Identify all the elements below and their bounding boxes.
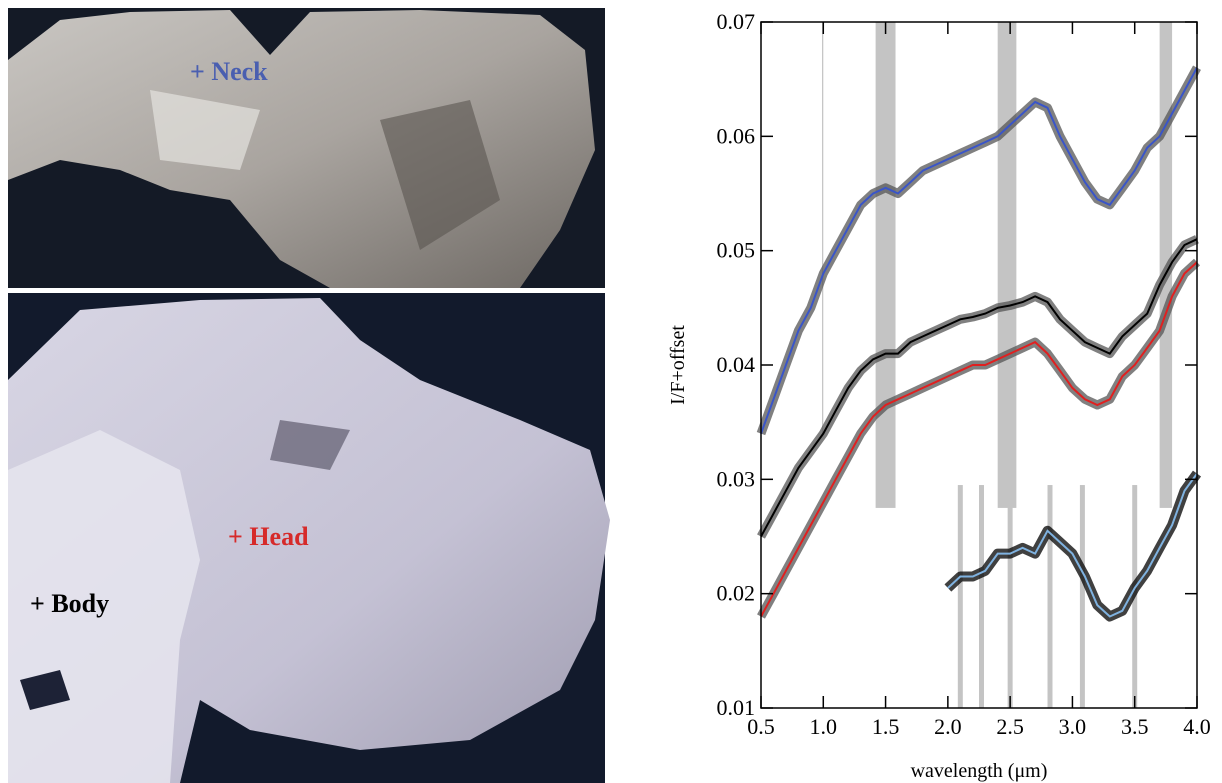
- band: [997, 22, 1017, 508]
- y-tick-label: 0.02: [717, 581, 756, 606]
- y-tick-label: 0.06: [717, 123, 756, 148]
- y-tick-label: 0.05: [717, 238, 756, 263]
- y-tick-label: 0.01: [717, 695, 756, 720]
- photo-label: + Neck: [190, 57, 268, 86]
- x-tick-label: 3.0: [1059, 714, 1087, 739]
- x-tick-label: 2.5: [996, 714, 1024, 739]
- x-tick-label: 0.5: [747, 714, 775, 739]
- band: [979, 485, 984, 708]
- x-tick-label: 1.0: [810, 714, 838, 739]
- y-axis-label: I/F+offset: [667, 325, 689, 405]
- y-tick-label: 0.07: [717, 9, 756, 34]
- y-tick-label: 0.04: [717, 352, 756, 377]
- plot: 0.01 0.02 0.03 0.04 0.05 0.06 0.07 0.5 1.0 1.5 2.0…: [667, 9, 1211, 782]
- series-line: [760, 67, 1198, 434]
- x-axis-label: wavelength (μm): [911, 760, 1048, 782]
- x-tick-label: 3.5: [1121, 714, 1149, 739]
- x-tick-label: 1.5: [872, 714, 900, 739]
- band: [1007, 485, 1013, 708]
- band: [822, 22, 824, 434]
- photo-label: + Body: [30, 589, 109, 618]
- series-line: [760, 238, 1198, 537]
- series-error: [756, 65, 1201, 436]
- photo-head-body: [8, 293, 610, 783]
- photo-label: + Head: [228, 522, 309, 551]
- band: [875, 22, 896, 508]
- series-line: [760, 261, 1198, 617]
- band: [1047, 485, 1053, 708]
- photo-neck: [8, 8, 605, 288]
- band: [1079, 485, 1085, 708]
- y-tick-label: 0.03: [717, 466, 756, 491]
- x-tick-label: 2.0: [934, 714, 962, 739]
- series-line: [947, 473, 1198, 618]
- band: [957, 485, 963, 708]
- x-tick-label: 4.0: [1183, 714, 1211, 739]
